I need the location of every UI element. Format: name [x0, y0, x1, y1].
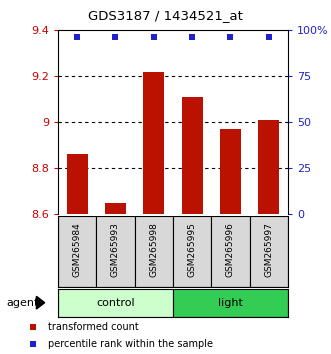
Text: light: light — [218, 298, 243, 308]
Bar — [67, 154, 88, 214]
Text: percentile rank within the sample: percentile rank within the sample — [48, 338, 213, 349]
Bar — [173, 289, 288, 317]
Text: GDS3187 / 1434521_at: GDS3187 / 1434521_at — [88, 9, 243, 22]
Bar — [105, 202, 126, 214]
Bar — [143, 72, 164, 214]
Bar — [96, 216, 135, 287]
Text: agent: agent — [7, 298, 39, 308]
Text: GSM265998: GSM265998 — [149, 222, 158, 278]
Bar — [250, 216, 288, 287]
Text: GSM265984: GSM265984 — [72, 223, 82, 277]
Bar — [58, 216, 96, 287]
Bar — [182, 97, 203, 214]
Text: GSM265995: GSM265995 — [188, 222, 197, 278]
Text: GSM265993: GSM265993 — [111, 222, 120, 278]
Text: GSM265996: GSM265996 — [226, 222, 235, 278]
Bar — [211, 216, 250, 287]
Bar — [135, 216, 173, 287]
Polygon shape — [36, 296, 45, 309]
Text: GSM265997: GSM265997 — [264, 222, 273, 278]
Text: transformed count: transformed count — [48, 322, 139, 332]
Text: control: control — [96, 298, 135, 308]
Bar — [58, 289, 173, 317]
Bar — [173, 216, 211, 287]
Bar — [258, 120, 279, 214]
Bar — [220, 129, 241, 214]
